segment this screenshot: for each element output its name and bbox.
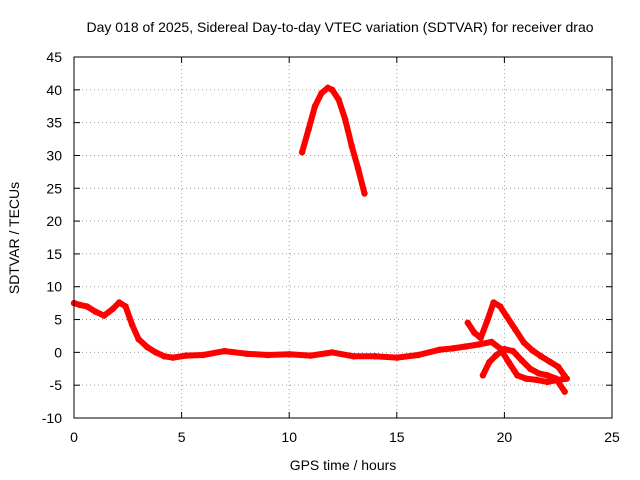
data-point [182,352,190,359]
data-point [335,96,342,103]
y-tick-label: 40 [46,82,62,98]
data-point [492,352,499,359]
data-point [462,343,469,350]
data-point [116,299,123,306]
y-tick-label: 25 [46,180,62,196]
data-point [221,347,228,355]
axis-ticks: 0 5 10 15 20 25 -10 -5 0 5 10 15 20 25 30 35 40 45 [42,49,620,445]
data-point [514,372,521,379]
series-line-daytime-arc [299,84,368,197]
data-point [144,343,151,351]
y-axis-title: SDTVAR / TECUs [6,182,22,294]
data-point [350,353,357,360]
y-tick-label: 10 [46,279,62,295]
y-tick-label: 5 [54,312,62,328]
data-point [329,349,336,356]
data-point [311,103,319,110]
y-tick-label: 45 [46,49,62,65]
x-axis-title: GPS time / hours [290,457,397,473]
data-point [561,372,568,380]
data-point [529,347,536,354]
grid [74,57,612,418]
data-point [298,149,306,156]
data-point [527,365,534,372]
y-tick-label: -10 [42,410,62,426]
data-point [479,372,487,379]
data-point [522,375,530,382]
data-point [342,116,349,123]
data-point [512,326,519,333]
data-point [501,345,508,353]
data-point [83,303,91,310]
data-point [561,388,568,395]
data-point [544,378,551,386]
data-point [496,303,504,310]
data-point [503,313,510,320]
chart-title: Day 018 of 2025, Sidereal Day-to-day VTE… [86,19,593,35]
data-point [307,352,314,359]
data-point [488,338,495,346]
data-point [449,345,456,352]
data-point [152,349,159,356]
data-point [354,165,362,172]
data-point [318,89,325,97]
data-point [128,321,136,328]
data-point [436,346,443,353]
data-point [348,142,355,149]
data-point [372,353,379,360]
data-point [100,312,108,319]
data-point [486,359,493,366]
x-tick-label: 25 [604,429,620,445]
x-tick-label: 5 [178,429,186,445]
data-series [70,84,570,395]
data-point [546,358,553,365]
x-tick-label: 15 [389,429,405,445]
data-point [109,305,116,313]
data-point [77,301,84,309]
data-point [520,339,527,346]
data-point [475,341,482,348]
data-point [533,376,540,384]
data-point [535,370,542,377]
data-point [477,334,484,342]
y-tick-label: 30 [46,147,62,163]
x-tick-label: 10 [281,429,297,445]
data-point [555,363,562,370]
data-point [135,336,142,343]
data-point [415,351,422,359]
y-tick-label: 15 [46,246,62,262]
data-point [537,353,545,360]
data-point [361,190,368,197]
plot-frame [73,56,613,419]
data-point [484,317,491,325]
y-tick-label: 0 [54,344,62,360]
data-point [464,319,471,326]
y-tick-label: 20 [46,213,62,229]
data-point [122,303,129,310]
data-point [305,126,312,133]
x-tick-label: 0 [70,429,78,445]
data-point [92,308,99,315]
x-tick-label: 20 [497,429,513,445]
data-point [505,359,512,366]
data-point [161,353,168,360]
data-point [286,351,293,358]
data-point [393,354,400,361]
data-point [490,299,497,306]
data-point [471,329,478,336]
data-point [169,354,177,361]
data-point [544,372,551,379]
data-point [199,351,207,359]
data-point [509,347,517,355]
data-point [243,350,250,357]
data-point [264,351,271,359]
y-tick-label: -5 [50,377,63,393]
data-point [518,357,525,364]
data-point [329,86,336,94]
data-point [552,375,560,382]
y-tick-label: 35 [46,115,62,131]
